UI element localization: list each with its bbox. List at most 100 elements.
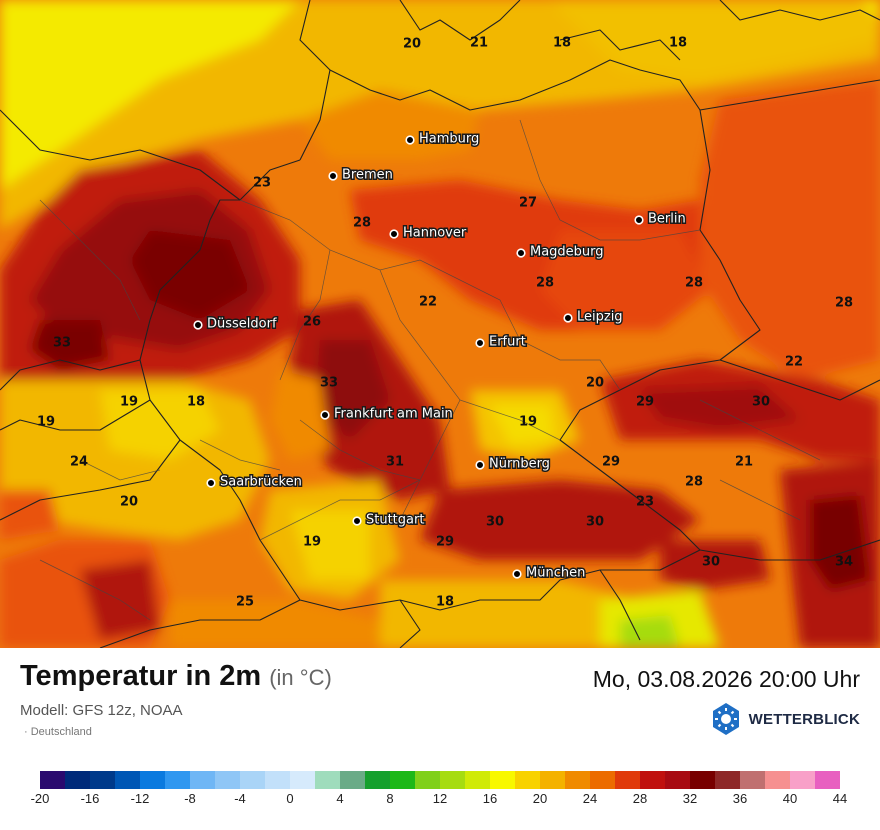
city-marker[interactable]: München bbox=[512, 564, 587, 582]
city-label: Erfurt bbox=[489, 335, 526, 350]
temperature-value: 23 bbox=[253, 176, 271, 191]
legend-swatch bbox=[340, 771, 365, 789]
city-dot bbox=[512, 569, 522, 579]
legend-tick-label: -8 bbox=[184, 791, 196, 806]
legend-tick-label: 24 bbox=[582, 791, 598, 806]
sun-logo-icon bbox=[712, 703, 739, 735]
legend-swatch bbox=[265, 771, 290, 789]
city-label: Frankfurt am Main bbox=[334, 407, 453, 422]
temperature-value: 21 bbox=[735, 455, 753, 470]
legend-swatch bbox=[290, 771, 315, 789]
temperature-value: 18 bbox=[187, 395, 205, 410]
temperature-value: 28 bbox=[353, 216, 371, 231]
temperature-value: 30 bbox=[702, 555, 720, 570]
temperature-value: 28 bbox=[835, 296, 853, 311]
temperature-value: 19 bbox=[303, 535, 321, 550]
temperature-value: 27 bbox=[519, 196, 537, 211]
legend-swatch bbox=[490, 771, 515, 789]
brand-logo[interactable]: WETTERBLICK bbox=[709, 702, 860, 736]
legend-swatch bbox=[415, 771, 440, 789]
legend-tick-label: 32 bbox=[682, 791, 698, 806]
temperature-map[interactable]: 20 21 18 18 23 28 27 22 28 28 28 33 26 22 33 20 19 19 18 19… bbox=[0, 0, 880, 648]
city-marker[interactable]: Nürnberg bbox=[475, 455, 551, 473]
temperature-value: 24 bbox=[70, 455, 88, 470]
temperature-values: 20 21 18 18 23 28 27 22 28 28 28 33 26 22 33 20 19 19 18 19… bbox=[37, 36, 853, 610]
temperature-value: 33 bbox=[53, 336, 71, 351]
city-dot bbox=[328, 171, 338, 181]
legend-swatch bbox=[540, 771, 565, 789]
city-markers: Hamburg Bremen Berlin Hannover Magdeburg Leip… bbox=[193, 130, 687, 582]
city-label: Hannover bbox=[403, 226, 467, 241]
city-label: Bremen bbox=[342, 168, 393, 183]
legend-swatch bbox=[115, 771, 140, 789]
temperature-value: 26 bbox=[303, 315, 321, 330]
temperature-value: 25 bbox=[236, 595, 254, 610]
legend-tick-label: -20 bbox=[30, 791, 50, 806]
legend-swatch bbox=[315, 771, 340, 789]
map-title: Temperatur in 2m bbox=[20, 660, 262, 692]
temperature-value: 28 bbox=[536, 276, 554, 291]
city-dot bbox=[516, 248, 526, 258]
city-label: Stuttgart bbox=[366, 513, 424, 528]
model-info: Modell: GFS 12z, NOAA bbox=[20, 702, 183, 719]
region-label: · Deutschland bbox=[24, 726, 92, 738]
temperature-value: 23 bbox=[636, 495, 654, 510]
city-marker[interactable]: Erfurt bbox=[475, 333, 527, 351]
city-dot bbox=[405, 135, 415, 145]
legend-swatch bbox=[515, 771, 540, 789]
temperature-value: 28 bbox=[685, 475, 703, 490]
city-dot bbox=[475, 460, 485, 470]
temperature-value: 20 bbox=[586, 376, 604, 391]
temperature-value: 18 bbox=[436, 595, 454, 610]
legend-swatch bbox=[215, 771, 240, 789]
temperature-value: 19 bbox=[120, 395, 138, 410]
legend-swatch bbox=[740, 771, 765, 789]
legend-swatch bbox=[790, 771, 815, 789]
color-legend bbox=[40, 771, 840, 789]
legend-swatch bbox=[640, 771, 665, 789]
city-dot bbox=[475, 338, 485, 348]
temperature-value: 30 bbox=[586, 515, 604, 530]
legend-tick-label: 16 bbox=[482, 791, 498, 806]
legend-swatch bbox=[90, 771, 115, 789]
temperature-value: 29 bbox=[636, 395, 654, 410]
city-marker[interactable]: Stuttgart bbox=[352, 511, 426, 529]
city-marker[interactable]: Magdeburg bbox=[516, 243, 605, 261]
temperature-value: 20 bbox=[403, 37, 421, 52]
legend-swatch bbox=[165, 771, 190, 789]
legend-tick-label: 8 bbox=[386, 791, 394, 806]
city-marker[interactable]: Leipzig bbox=[563, 308, 624, 326]
legend-tick-label: 0 bbox=[286, 791, 294, 806]
city-marker[interactable]: Bremen bbox=[328, 166, 394, 184]
legend-tick-label: 36 bbox=[732, 791, 748, 806]
city-label: München bbox=[526, 566, 585, 581]
city-marker[interactable]: Düsseldorf bbox=[193, 315, 278, 333]
temperature-value: 31 bbox=[386, 455, 404, 470]
city-dot bbox=[352, 516, 362, 526]
temperature-value: 22 bbox=[419, 295, 437, 310]
temperature-value: 30 bbox=[486, 515, 504, 530]
legend-swatch bbox=[365, 771, 390, 789]
city-marker[interactable]: Hannover bbox=[389, 224, 468, 242]
city-marker[interactable]: Berlin bbox=[634, 210, 687, 228]
legend-tick-label: -16 bbox=[80, 791, 100, 806]
legend-tick-label: 40 bbox=[782, 791, 798, 806]
temperature-value: 34 bbox=[835, 555, 853, 570]
temperature-value: 29 bbox=[436, 535, 454, 550]
legend-swatch bbox=[815, 771, 840, 789]
legend-swatch bbox=[465, 771, 490, 789]
city-dot bbox=[563, 313, 573, 323]
legend-tick-label: 28 bbox=[632, 791, 648, 806]
legend-swatch bbox=[665, 771, 690, 789]
city-marker[interactable]: Hamburg bbox=[405, 130, 481, 148]
map-footer: Temperatur in 2m (in °C) Mo, 03.08.2026 2… bbox=[0, 648, 880, 830]
brand-name: WETTERBLICK bbox=[748, 710, 860, 728]
temperature-value: 21 bbox=[470, 36, 488, 51]
city-dot bbox=[193, 320, 203, 330]
city-marker[interactable]: Saarbrücken bbox=[206, 473, 303, 491]
legend-swatch bbox=[190, 771, 215, 789]
city-marker[interactable]: Frankfurt am Main bbox=[320, 405, 454, 423]
legend-tick-label: -12 bbox=[130, 791, 150, 806]
legend-swatch bbox=[440, 771, 465, 789]
city-label: Hamburg bbox=[419, 132, 479, 147]
